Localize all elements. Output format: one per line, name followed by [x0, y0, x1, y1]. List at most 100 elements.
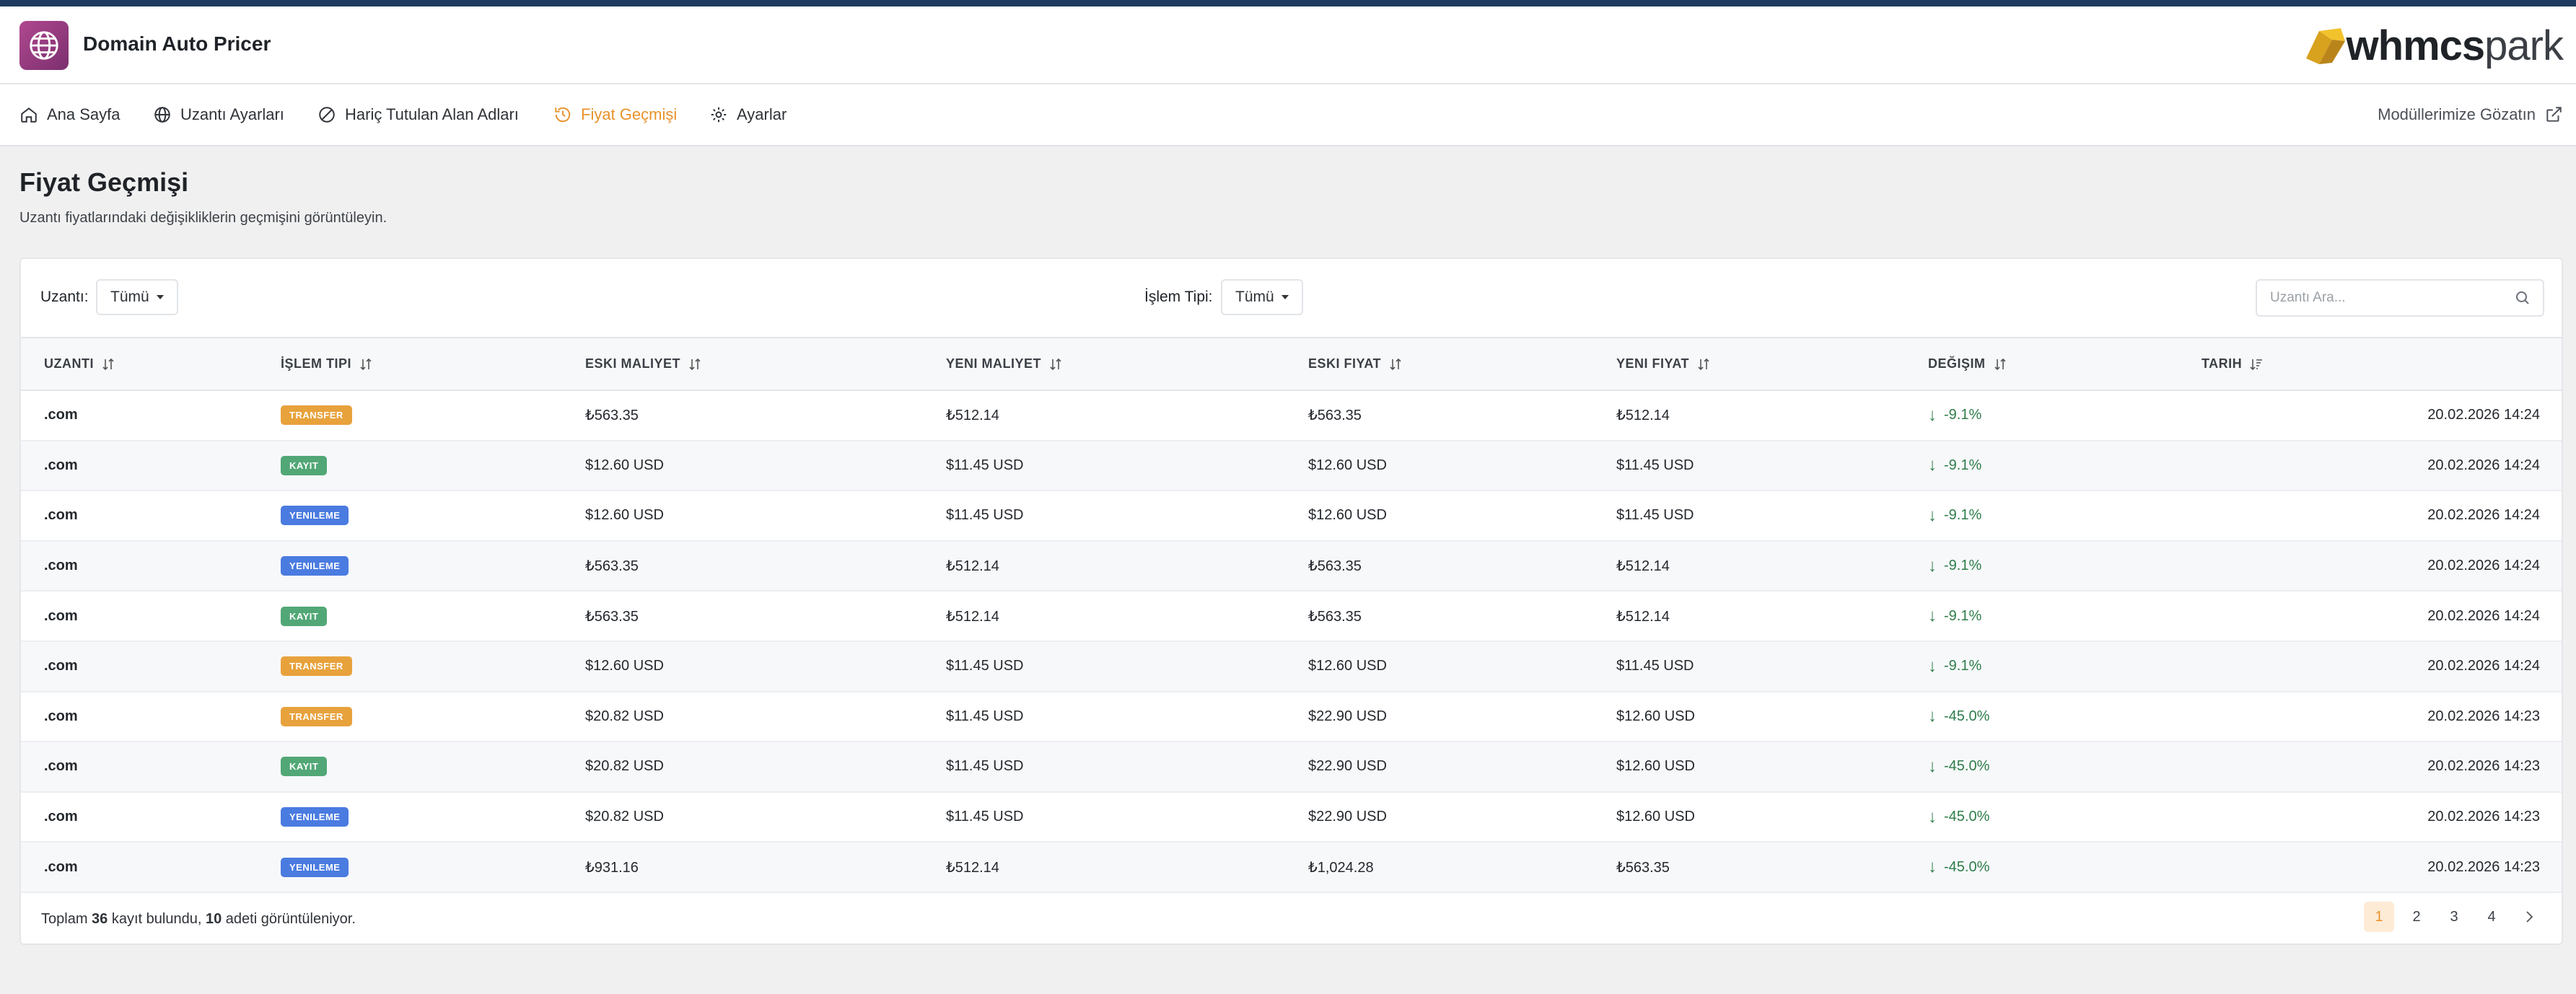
- arrow-down-icon: ↓: [1928, 706, 1937, 726]
- cell-new-price: $12.60 USD: [1616, 758, 1695, 775]
- extension-filter-select[interactable]: Tümü: [96, 279, 178, 315]
- page-button-1[interactable]: 1: [2364, 902, 2394, 932]
- column-header-new-cost[interactable]: YENI MALIYET: [946, 337, 1308, 391]
- type-badge: TRANSFER: [281, 405, 352, 426]
- cell-type: YENILEME: [281, 541, 585, 591]
- type-badge: YENILEME: [281, 556, 349, 576]
- column-header-extension[interactable]: UZANTI: [21, 337, 281, 391]
- cell-type: YENILEME: [281, 491, 585, 541]
- sort-icon: [689, 358, 701, 371]
- cell-type: KAYIT: [281, 591, 585, 641]
- page-button-3[interactable]: 3: [2450, 908, 2458, 925]
- browse-modules-link[interactable]: Modüllerimize Gözatın: [2378, 84, 2563, 145]
- page-button-2[interactable]: 2: [2412, 908, 2421, 925]
- extension-filter-label: Uzantı:: [40, 289, 89, 305]
- cell-old-price: ₺563.35: [1308, 558, 1362, 575]
- table-row: .com YENILEME ₺563.35 ₺512.14 ₺563.35 ₺512.14…: [21, 540, 2562, 591]
- cell-extension: .com: [44, 809, 78, 825]
- cell-change: ↓ -45.0%: [1928, 706, 1990, 726]
- search-icon[interactable]: [2514, 289, 2531, 307]
- cell-type: TRANSFER: [281, 641, 585, 692]
- extension-search: [2256, 279, 2544, 317]
- app-title: Domain Auto Pricer: [83, 32, 271, 55]
- cell-new-cost: $11.45 USD: [946, 708, 1024, 724]
- next-page-button[interactable]: [2514, 902, 2544, 932]
- arrow-down-icon: ↓: [1928, 555, 1937, 576]
- cell-change: ↓ -9.1%: [1928, 455, 1982, 475]
- top-stripe: [0, 0, 2576, 6]
- arrow-down-icon: ↓: [1928, 656, 1937, 676]
- brand-logo[interactable]: whmcspark: [2303, 22, 2564, 69]
- column-header-new-price[interactable]: YENI FIYAT: [1616, 337, 1928, 391]
- type-badge: YENILEME: [281, 506, 349, 526]
- nav-item-home[interactable]: Ana Sayfa: [19, 84, 121, 145]
- price-history-table: UZANTI İŞLEM TIPI ESKI MALIYET YENI MALI…: [21, 337, 2562, 893]
- cell-old-price: $22.90 USD: [1308, 809, 1387, 825]
- sort-icon: [1050, 358, 1061, 371]
- table-row: .com KAYIT $12.60 USD $11.45 USD $12.60 USD $…: [21, 440, 2562, 491]
- cell-date: 20.02.2026 14:24: [2427, 558, 2540, 574]
- cell-extension: .com: [44, 407, 78, 423]
- external-link-icon: [2546, 107, 2562, 122]
- cell-date: 20.02.2026 14:24: [2427, 658, 2540, 674]
- arrow-down-icon: ↓: [1928, 857, 1937, 877]
- cell-type: KAYIT: [281, 742, 585, 792]
- column-header-old-price[interactable]: ESKI FIYAT: [1308, 337, 1616, 391]
- sort-desc-icon: [2250, 359, 2263, 371]
- table-row: .com TRANSFER $20.82 USD $11.45 USD $22.90 U…: [21, 692, 2562, 742]
- column-header-date[interactable]: TARIH: [2202, 337, 2562, 391]
- cell-new-cost: ₺512.14: [946, 608, 999, 625]
- cell-change: ↓ -9.1%: [1928, 555, 1982, 576]
- type-badge: TRANSFER: [281, 656, 352, 677]
- cell-date: 20.02.2026 14:23: [2427, 858, 2540, 875]
- cell-new-cost: ₺512.14: [946, 558, 999, 575]
- column-header-change[interactable]: DEĞIŞIM: [1928, 337, 2202, 391]
- cell-old-price: $12.60 USD: [1308, 658, 1387, 674]
- cell-type: YENILEME: [281, 792, 585, 843]
- cell-new-cost: ₺512.14: [946, 859, 999, 876]
- sort-icon: [1994, 358, 2006, 371]
- cell-new-price: $12.60 USD: [1616, 708, 1695, 724]
- search-input[interactable]: [2269, 289, 2514, 307]
- cell-old-cost: $20.82 USD: [585, 708, 664, 724]
- type-filter-select[interactable]: Tümü: [1221, 279, 1303, 315]
- cell-old-cost: ₺563.35: [585, 608, 639, 625]
- arrow-down-icon: ↓: [1928, 806, 1937, 827]
- cell-new-price: $11.45 USD: [1616, 457, 1694, 473]
- cell-old-price: ₺563.35: [1308, 608, 1362, 625]
- cell-old-cost: ₺931.16: [585, 859, 639, 876]
- cell-date: 20.02.2026 14:23: [2427, 809, 2540, 825]
- cell-old-price: $22.90 USD: [1308, 758, 1387, 775]
- arrow-down-icon: ↓: [1928, 505, 1937, 525]
- cell-extension: .com: [44, 607, 78, 624]
- cell-extension: .com: [44, 758, 78, 775]
- globe-icon: [154, 107, 170, 123]
- cell-date: 20.02.2026 14:24: [2427, 607, 2540, 624]
- cell-new-cost: $11.45 USD: [946, 658, 1024, 674]
- cell-old-cost: $12.60 USD: [585, 457, 664, 473]
- column-header-type[interactable]: İŞLEM TIPI: [281, 337, 585, 391]
- cell-old-cost: $12.60 USD: [585, 507, 664, 524]
- cell-new-cost: $11.45 USD: [946, 758, 1024, 775]
- cell-extension: .com: [44, 457, 78, 473]
- nav-item-settings[interactable]: Ayarlar: [709, 84, 787, 145]
- nav-item-excluded-domains[interactable]: Hariç Tutulan Alan Adları: [317, 84, 519, 145]
- cell-type: TRANSFER: [281, 692, 585, 742]
- nav-item-price-history[interactable]: Fiyat Geçmişi: [553, 84, 677, 145]
- arrow-down-icon: ↓: [1928, 756, 1937, 776]
- cell-change: ↓ -9.1%: [1928, 505, 1982, 525]
- cell-extension: .com: [44, 708, 78, 724]
- sort-icon: [1390, 358, 1401, 371]
- cell-type: KAYIT: [281, 441, 585, 491]
- cell-date: 20.02.2026 14:23: [2427, 758, 2540, 775]
- page-title: Fiyat Geçmişi: [19, 167, 189, 197]
- column-header-old-cost[interactable]: ESKI MALIYET: [585, 337, 946, 391]
- nav-item-extension-settings[interactable]: Uzantı Ayarları: [153, 84, 284, 145]
- cell-old-cost: $12.60 USD: [585, 658, 664, 674]
- cell-new-price: $12.60 USD: [1616, 809, 1695, 825]
- app-header: Domain Auto Pricer whmcspark: [0, 6, 2576, 84]
- type-badge: KAYIT: [281, 757, 328, 777]
- page-button-4[interactable]: 4: [2487, 908, 2496, 925]
- cell-new-price: ₺512.14: [1616, 408, 1670, 424]
- sort-icon: [1698, 358, 1709, 371]
